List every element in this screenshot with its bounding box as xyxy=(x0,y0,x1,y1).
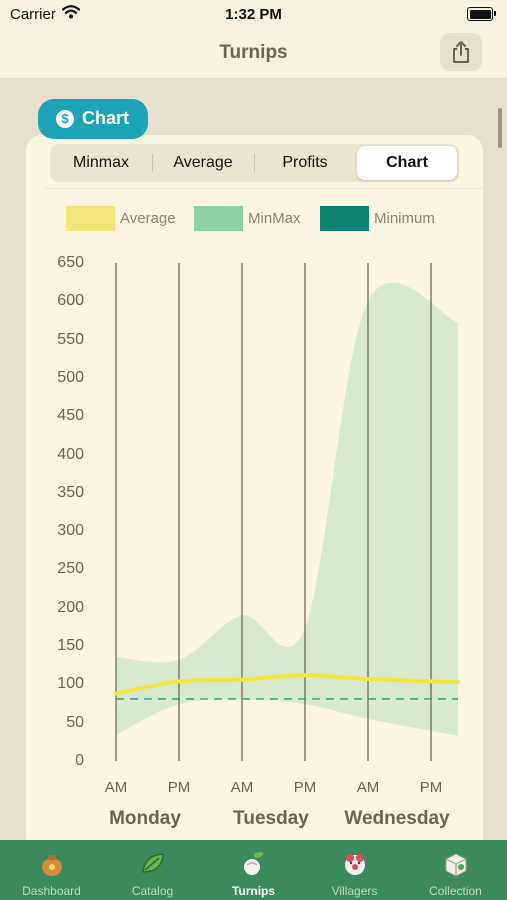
x-tick-label: AM xyxy=(104,779,128,796)
villager-icon xyxy=(345,854,365,875)
y-tick-label: 300 xyxy=(57,522,84,540)
day-label-monday: Monday xyxy=(109,808,181,829)
day-label-wednesday: Wednesday xyxy=(344,808,450,829)
y-tick-label: 650 xyxy=(57,254,84,271)
box-icon xyxy=(445,853,467,877)
legend-swatch-average xyxy=(66,206,115,231)
tab-collection[interactable]: Collection xyxy=(405,840,506,900)
view-segmented-control: Minmax Average Profits Chart xyxy=(50,144,459,182)
status-bar: Carrier 1:32 PM xyxy=(0,0,507,30)
section-tag-label: Chart xyxy=(82,108,130,128)
day-label-tuesday: Tuesday xyxy=(233,808,309,829)
y-tick-label: 550 xyxy=(57,330,84,348)
legend-label-average: Average xyxy=(120,210,176,227)
segment-divider xyxy=(254,154,255,172)
divider xyxy=(44,188,483,189)
x-tick-label: PM xyxy=(293,779,317,796)
navigation-bar: Turnips xyxy=(0,30,507,79)
segment-profits[interactable]: Profits xyxy=(282,154,328,171)
y-tick-label: 450 xyxy=(57,407,84,425)
x-tick-label: PM xyxy=(167,779,191,796)
legend-label-minimum: Minimum xyxy=(374,210,435,227)
tab-label: Catalog xyxy=(131,884,174,898)
share-button[interactable] xyxy=(440,33,482,71)
tab-label: Turnips xyxy=(231,884,276,898)
tab-bar: Dashboard Catalog Turnips Villagers xyxy=(0,840,507,900)
leaf-icon xyxy=(142,853,164,873)
minmax-band xyxy=(116,282,458,736)
y-tick-label: 400 xyxy=(57,445,84,463)
bag-icon xyxy=(42,855,62,876)
legend-swatch-minimum xyxy=(320,206,369,231)
x-tick-label: PM xyxy=(419,779,443,796)
section-tag-chart: $ Chart xyxy=(38,99,148,139)
segment-chart[interactable]: Chart xyxy=(357,146,457,180)
y-tick-label: 100 xyxy=(57,675,84,693)
tab-catalog[interactable]: Catalog xyxy=(102,840,203,900)
page-title: Turnips xyxy=(219,42,288,63)
turnip-icon xyxy=(244,852,264,875)
carrier-label: Carrier xyxy=(10,6,56,23)
y-tick-label: 250 xyxy=(57,560,84,578)
segment-average[interactable]: Average xyxy=(173,154,233,171)
y-tick-label: 200 xyxy=(57,598,84,616)
battery-icon xyxy=(467,7,496,21)
tab-turnips[interactable]: Turnips xyxy=(203,840,304,900)
x-tick-label: AM xyxy=(230,779,254,796)
y-tick-label: 150 xyxy=(57,637,84,655)
segment-divider xyxy=(152,154,153,172)
tab-villagers[interactable]: Villagers xyxy=(304,840,405,900)
legend-label-minmax: MinMax xyxy=(248,210,301,227)
share-icon xyxy=(453,41,469,63)
segment-minmax[interactable]: Minmax xyxy=(72,154,129,171)
tab-label: Collection xyxy=(429,884,482,898)
y-tick-label: 500 xyxy=(57,368,84,386)
dollar-coin-icon: $ xyxy=(56,110,74,128)
scrollbar[interactable] xyxy=(498,108,502,148)
tab-dashboard[interactable]: Dashboard xyxy=(1,840,102,900)
y-tick-label: 350 xyxy=(57,483,84,501)
tab-label: Villagers xyxy=(331,884,378,898)
wifi-icon xyxy=(61,5,81,24)
legend-swatch-minmax xyxy=(194,206,243,231)
tab-label: Dashboard xyxy=(22,884,81,898)
average-line xyxy=(114,673,460,696)
status-time: 1:32 PM xyxy=(225,6,282,23)
y-tick-label: 0 xyxy=(75,752,84,769)
x-tick-label: AM xyxy=(356,779,380,796)
y-tick-label: 50 xyxy=(66,713,84,731)
y-tick-label: 600 xyxy=(57,292,84,310)
